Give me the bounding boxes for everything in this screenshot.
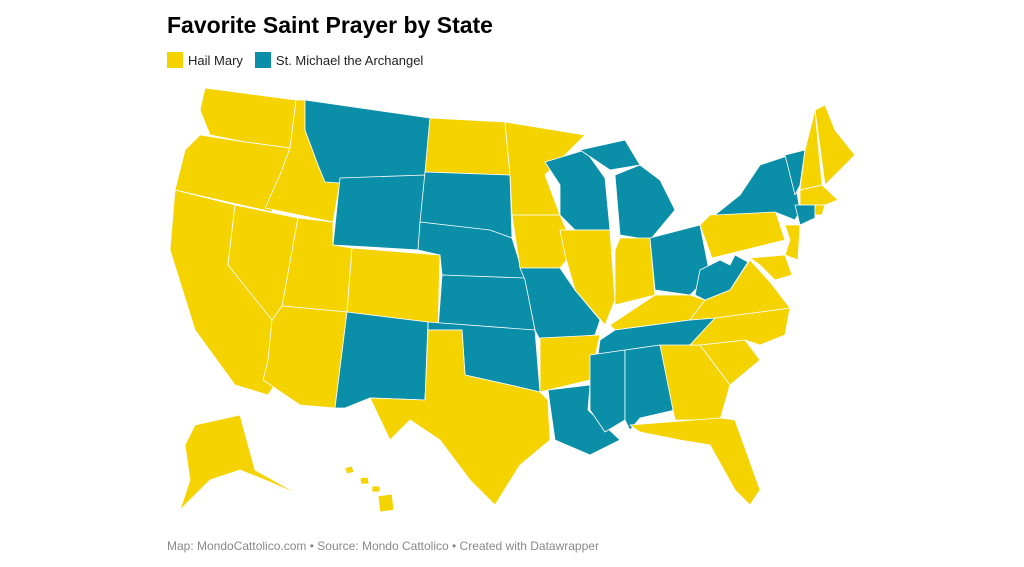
state-shape-md[interactable] [749,254,793,281]
legend-swatch-hail-mary [167,52,183,68]
state-shape-tx[interactable] [369,329,551,506]
state-shape-nj[interactable] [784,224,801,261]
legend: Hail Mary St. Michael the Archangel [167,52,423,68]
state-shape-pa[interactable] [699,209,786,259]
state-shape-ak[interactable] [179,414,301,511]
legend-label: Hail Mary [188,52,243,68]
state-me[interactable] [814,104,856,186]
state-shape-ar[interactable] [539,334,601,393]
state-shape-wy[interactable] [332,174,426,251]
state-vt[interactable] [784,149,806,196]
state-ma[interactable] [799,184,839,206]
state-shape-vt[interactable] [784,149,806,196]
legend-item-hail-mary: Hail Mary [167,52,243,68]
state-nj[interactable] [784,224,801,261]
source-footer: Map: MondoCattolico.com • Source: Mondo … [167,539,599,553]
state-ks[interactable] [437,274,536,331]
state-ri[interactable] [814,204,826,216]
chart-title: Favorite Saint Prayer by State [167,12,493,38]
state-shape-wv[interactable] [694,254,749,301]
state-mi[interactable] [579,139,676,241]
state-in[interactable] [614,237,656,306]
state-mt[interactable] [304,99,431,184]
state-az[interactable] [262,305,348,409]
state-il[interactable] [559,229,616,326]
state-ar[interactable] [539,334,601,393]
state-shape-ms[interactable] [589,349,626,433]
state-shape-ri[interactable] [814,204,826,216]
state-shape-il[interactable] [559,229,616,326]
state-md[interactable] [749,254,793,281]
state-shape-hi[interactable] [359,476,370,485]
legend-item-st-michael: St. Michael the Archangel [254,52,424,68]
state-pa[interactable] [699,209,786,259]
state-shape-me[interactable] [814,104,856,186]
state-wv[interactable] [694,254,749,301]
state-shape-az[interactable] [262,305,348,409]
state-ak[interactable] [179,414,301,511]
state-hi[interactable] [344,465,395,513]
state-shape-hi[interactable] [371,485,381,493]
state-shape-mi[interactable] [614,164,676,241]
state-tx[interactable] [369,329,551,506]
state-wy[interactable] [332,174,426,251]
state-shape-ct[interactable] [794,204,816,226]
state-ms[interactable] [589,349,626,433]
state-shape-hi[interactable] [344,465,355,475]
state-shape-nd[interactable] [424,117,511,176]
legend-swatch-st-michael [254,52,271,68]
state-ct[interactable] [794,204,816,226]
state-shape-ks[interactable] [437,274,536,331]
state-nd[interactable] [424,117,511,176]
state-nm[interactable] [334,311,429,409]
legend-label: St. Michael the Archangel [275,52,424,68]
state-shape-mi[interactable] [579,139,641,171]
state-shape-fl[interactable] [629,417,761,506]
state-shape-hi[interactable] [377,493,395,513]
state-shape-mt[interactable] [304,99,431,184]
state-shape-in[interactable] [614,237,656,306]
state-shape-ma[interactable] [799,184,839,206]
state-fl[interactable] [629,417,761,506]
state-shape-nm[interactable] [334,311,429,409]
